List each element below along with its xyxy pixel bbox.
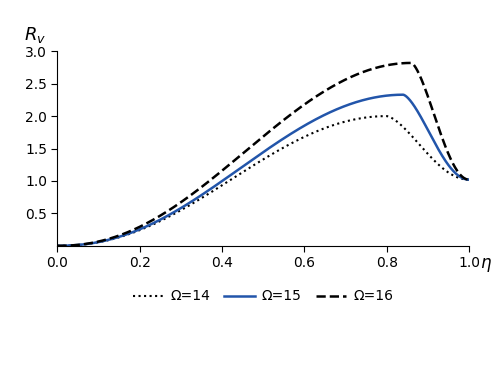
Ω=15 (236, 167, 242, 172)
Ω=15 (337, 106, 343, 110)
Ω=16 (376, 65, 382, 69)
Ω=14 (54, 244, 60, 248)
Ω=14 (337, 121, 343, 125)
Ω=14 (376, 114, 382, 119)
Ω=16 (54, 244, 60, 248)
Ω=16 (236, 155, 242, 159)
Ω=14 (96, 240, 102, 244)
Ω=15 (376, 95, 382, 99)
Ω=14 (236, 172, 242, 177)
Line: Ω=15: Ω=15 (58, 95, 469, 246)
Ω=16 (221, 167, 227, 172)
Ω=14 (383, 114, 389, 118)
Ω=15 (383, 93, 389, 98)
Ω=16 (337, 80, 343, 84)
X-axis label: η: η (480, 254, 490, 271)
Ω=14 (384, 114, 390, 118)
Ω=16 (466, 178, 472, 182)
Ω=16 (383, 63, 389, 68)
Ω=15 (54, 244, 60, 248)
Ω=14 (221, 182, 227, 186)
Ω=16 (408, 61, 414, 65)
Line: Ω=14: Ω=14 (58, 116, 469, 246)
Line: Ω=16: Ω=16 (58, 63, 469, 246)
Ω=14 (466, 178, 472, 182)
Ω=15 (221, 178, 227, 182)
Ω=15 (400, 92, 406, 97)
Ω=16 (96, 239, 102, 244)
Ω=15 (96, 240, 102, 244)
Legend: Ω=14, Ω=15, Ω=16: Ω=14, Ω=15, Ω=16 (128, 284, 399, 309)
Text: $R_v$: $R_v$ (24, 25, 46, 45)
Ω=15 (466, 178, 472, 182)
